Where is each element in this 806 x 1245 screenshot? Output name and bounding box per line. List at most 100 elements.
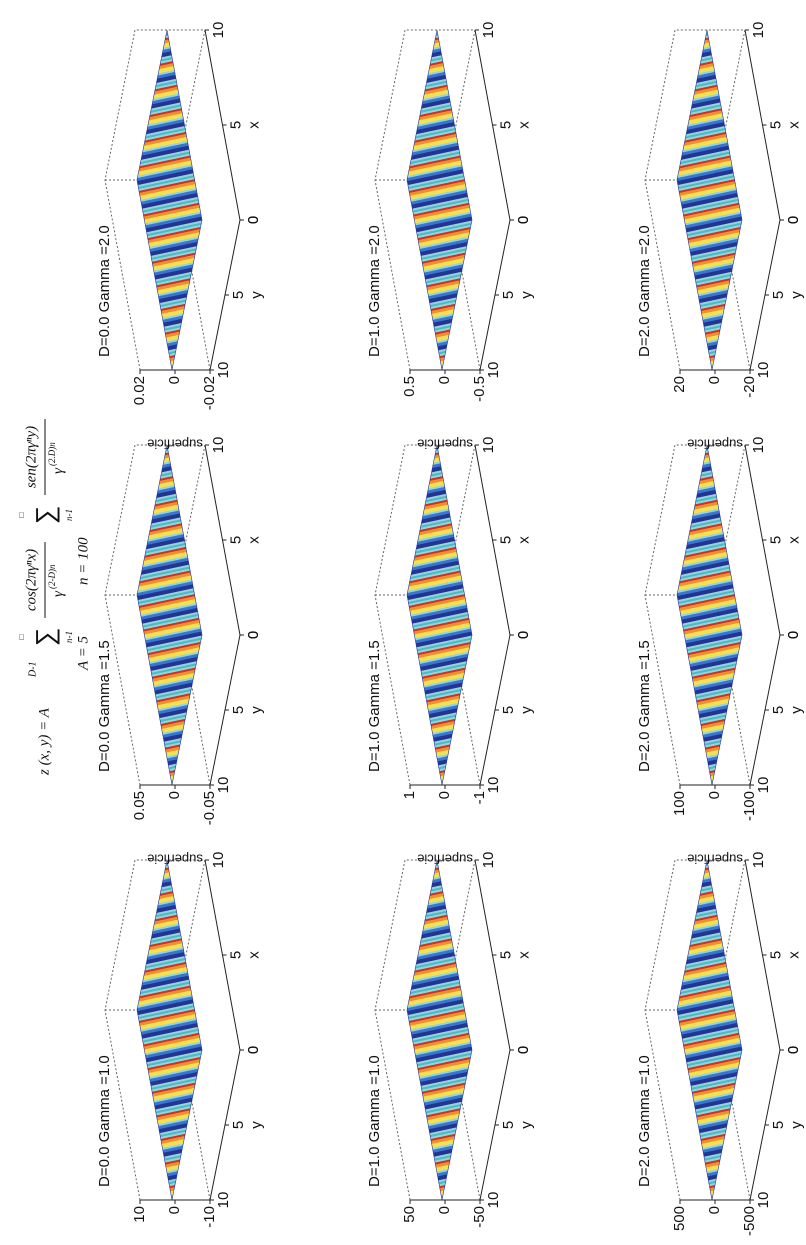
x-axis-label: x [515, 951, 532, 959]
surface-plot: D=0.0 Gamma =2.0 0.02 0 -0.02 superficie 10 5 0… [96, 22, 265, 452]
x-tick-label: 0 [245, 631, 262, 639]
y-axis-label: y [248, 291, 265, 299]
x-tick-label: 0 [785, 631, 802, 639]
surface-plot: D=1.0 Gamma =2.00.5 0 -0.5superficie1050y0… [366, 22, 535, 452]
plot-title: D=1.0 Gamma =1.5 [366, 640, 383, 772]
surface-plot: D=0.0 Gamma =1.5 0.05 0 -0.05 superficie 10 5 0… [96, 437, 265, 867]
surface-plot: D=2.0 Gamma =2.020 0 -20superficie1050y051… [636, 22, 805, 452]
plot-title: D=2.0 Gamma =1.0 [636, 1055, 653, 1187]
z-tick-label: -50 [471, 1206, 488, 1228]
denominator-exponent: (2-D)n [47, 564, 57, 589]
floor-axis [744, 444, 781, 786]
surface [676, 444, 743, 786]
x-tick-label: 5 [497, 951, 514, 959]
z-tick-label: 0 [436, 1206, 453, 1214]
z-tick-label: 0 [706, 1206, 723, 1214]
denominator-exponent: (2.D)n [47, 442, 57, 466]
sum-top: □ [17, 634, 26, 639]
x-tick-label: 5 [227, 536, 244, 544]
y-tick-label: 5 [500, 1121, 517, 1129]
floor-axis [204, 859, 241, 1201]
x-tick-label: 0 [245, 1046, 262, 1054]
y-tick-label: 0 [515, 631, 532, 639]
surface-plot: D=0.0 Gamma =1.0100-10superficie1050y051… [96, 852, 265, 1228]
box-edge [104, 859, 205, 1201]
plot-title: D=1.0 Gamma =1.0 [366, 1055, 383, 1187]
z-tick-label: -1 [471, 791, 488, 804]
sum-symbol: ∑ [30, 628, 60, 647]
surface [676, 29, 743, 371]
z-tick-label: 20 [671, 376, 688, 393]
floor-axis [474, 444, 511, 786]
y-tick-label: 5 [770, 291, 787, 299]
y-axis-label: y [248, 1121, 265, 1129]
y-tick-label: 10 [755, 777, 772, 794]
y-axis-label: y [788, 291, 805, 299]
x-axis-label: x [785, 121, 802, 129]
z-tick-label: 0.05 [131, 791, 148, 820]
x-axis-label: x [245, 951, 262, 959]
plot-title: D=0.0 Gamma =2.0 [96, 225, 113, 357]
y-tick-label: 10 [755, 1192, 772, 1209]
x-axis-label: x [515, 121, 532, 129]
x-tick-label: 5 [767, 536, 784, 544]
z-tick-label: 0 [166, 791, 183, 799]
floor-axis [204, 29, 241, 371]
z-tick-label: -500 [741, 1206, 758, 1236]
y-tick-label: 0 [515, 216, 532, 224]
y-tick-label: 5 [230, 1121, 247, 1129]
x-tick-label: 5 [767, 121, 784, 129]
z-tick-label: -100 [741, 791, 758, 821]
x-tick-label: 10 [750, 437, 767, 454]
surface [406, 859, 473, 1201]
surface-plot: D=2.0 Gamma =1.05000-500superficie1050y0… [636, 852, 805, 1236]
z-tick-label: 0.02 [131, 376, 148, 405]
box-edge [644, 859, 745, 1201]
floor-axis [744, 29, 781, 371]
sum-symbol: ∑ [30, 506, 60, 525]
formula: z (x, y) = A D-1 □ ∑ n-1 cos(2πγⁿx) γ (2… [17, 419, 91, 776]
x-tick-label: 0 [515, 216, 532, 224]
x-tick-label: 10 [210, 22, 227, 39]
x-tick-label: 10 [210, 437, 227, 454]
z-axis-label: superficie [687, 852, 743, 867]
box-edge [644, 29, 745, 371]
x-axis-label: x [245, 121, 262, 129]
z-tick-label: -20 [741, 376, 758, 398]
z-axis-label: superficie [417, 852, 473, 867]
x-tick-label: 0 [785, 216, 802, 224]
y-tick-label: 5 [500, 291, 517, 299]
x-tick-label: 0 [785, 1046, 802, 1054]
y-axis-label: y [518, 706, 535, 714]
z-axis-label: superficie [687, 437, 743, 452]
formula-lhs: z (x, y) = A [36, 707, 52, 776]
surface [406, 444, 473, 786]
z-tick-label: 0 [166, 376, 183, 384]
y-tick-label: 5 [230, 706, 247, 714]
z-axis-label: superficie [147, 852, 203, 867]
box-edge [374, 29, 475, 371]
x-axis-label: x [785, 536, 802, 544]
z-tick-label: 0 [706, 791, 723, 799]
y-tick-label: 10 [755, 362, 772, 379]
x-tick-label: 10 [750, 852, 767, 869]
y-tick-label: 10 [215, 362, 232, 379]
floor-axis [204, 444, 241, 786]
fraction-numerator: cos(2πγⁿx) [23, 549, 39, 611]
y-tick-label: 0 [785, 216, 802, 224]
box-edge [374, 444, 475, 786]
sum-bottom: n-1 [64, 631, 74, 643]
z-tick-label: -0.02 [201, 376, 218, 410]
z-tick-label: 100 [671, 791, 688, 816]
surface [406, 29, 473, 371]
z-tick-label: 0.5 [401, 376, 418, 397]
box-edge [644, 444, 745, 786]
y-tick-label: 0 [245, 216, 262, 224]
floor-axis [744, 859, 781, 1201]
x-tick-label: 5 [497, 536, 514, 544]
z-tick-label: 10 [131, 1206, 148, 1223]
plot-title: D=1.0 Gamma =2.0 [366, 225, 383, 357]
y-tick-label: 0 [785, 631, 802, 639]
